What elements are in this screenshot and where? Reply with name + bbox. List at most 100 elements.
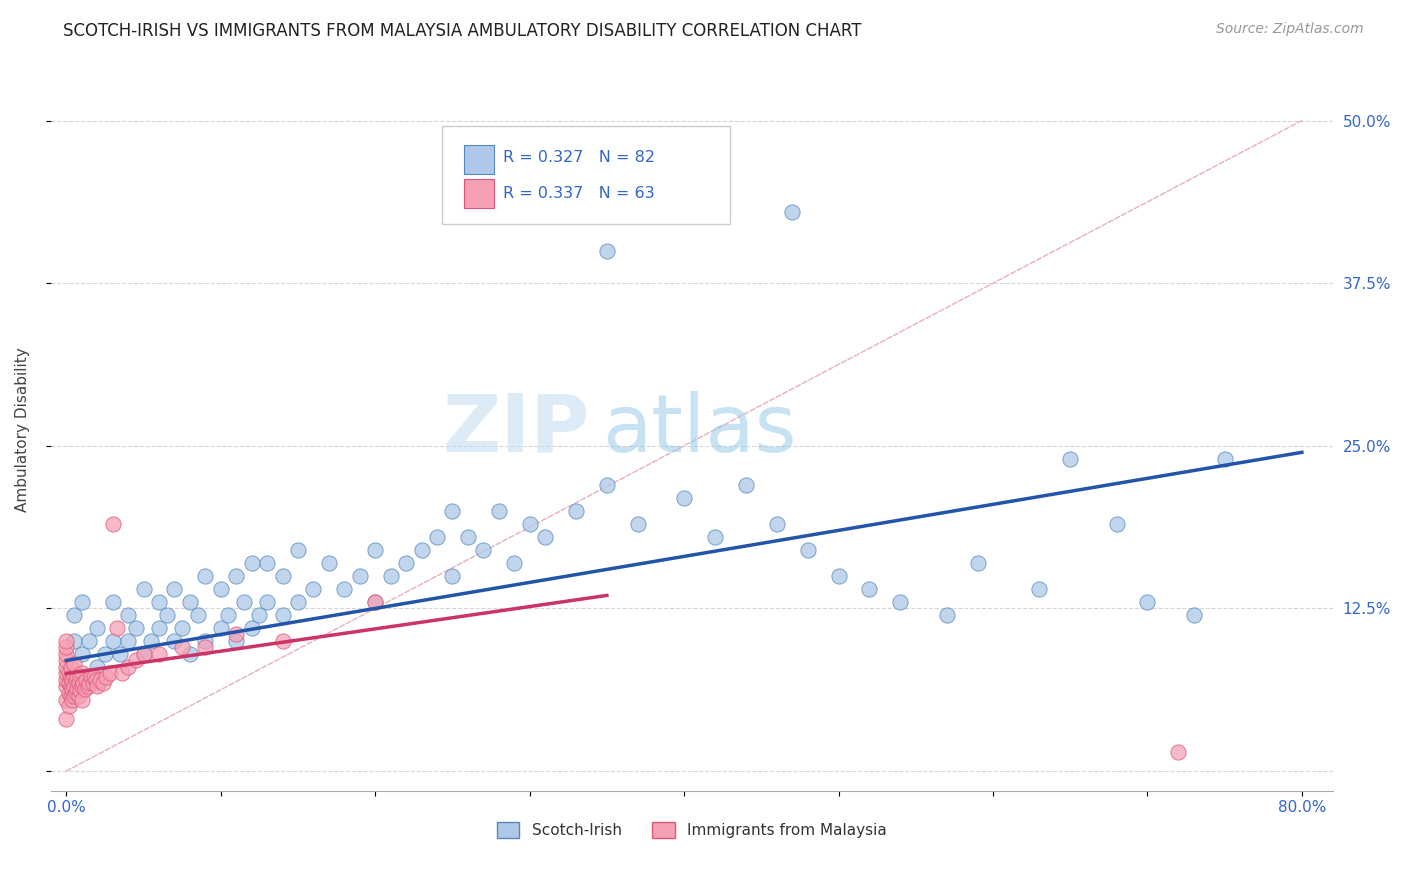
Point xyxy=(225,634,247,648)
Y-axis label: Ambulatory Disability: Ambulatory Disability xyxy=(15,347,30,512)
Point xyxy=(364,542,387,557)
Point xyxy=(67,675,90,690)
Point xyxy=(55,666,77,681)
Point xyxy=(62,692,84,706)
Point xyxy=(65,673,87,687)
Text: Source: ZipAtlas.com: Source: ZipAtlas.com xyxy=(1216,22,1364,37)
Point xyxy=(69,683,91,698)
Text: SCOTCH-IRISH VS IMMIGRANTS FROM MALAYSIA AMBULATORY DISABILITY CORRELATION CHART: SCOTCH-IRISH VS IMMIGRANTS FROM MALAYSIA… xyxy=(63,22,862,40)
Point xyxy=(70,647,93,661)
Point xyxy=(256,556,278,570)
Point xyxy=(72,675,94,690)
Point xyxy=(827,569,849,583)
Point xyxy=(62,673,84,687)
Point xyxy=(110,647,132,661)
Point xyxy=(63,689,86,703)
Point xyxy=(247,607,270,622)
Text: R = 0.337   N = 63: R = 0.337 N = 63 xyxy=(503,186,655,201)
Point xyxy=(86,680,108,694)
Point xyxy=(1182,607,1205,622)
Point xyxy=(172,640,194,655)
Point xyxy=(58,675,80,690)
Point xyxy=(217,607,239,622)
Point xyxy=(364,595,387,609)
Point xyxy=(58,686,80,700)
FancyBboxPatch shape xyxy=(464,145,495,174)
Point xyxy=(101,516,124,531)
Point xyxy=(148,621,170,635)
Point xyxy=(179,647,201,661)
Point xyxy=(673,491,696,505)
Point xyxy=(58,666,80,681)
Point xyxy=(80,670,103,684)
Point xyxy=(1028,582,1050,596)
Point xyxy=(333,582,356,596)
Point xyxy=(596,244,619,258)
Point xyxy=(70,680,93,694)
Point xyxy=(89,673,111,687)
Point xyxy=(240,621,263,635)
Point xyxy=(565,504,588,518)
Point xyxy=(132,582,155,596)
Point xyxy=(627,516,650,531)
Point xyxy=(55,692,77,706)
Point xyxy=(780,204,803,219)
Point xyxy=(55,634,77,648)
Point xyxy=(225,627,247,641)
Point xyxy=(1105,516,1128,531)
Point xyxy=(209,582,232,596)
Point xyxy=(380,569,402,583)
Point xyxy=(63,657,86,672)
Point xyxy=(86,660,108,674)
Point xyxy=(318,556,340,570)
Text: R = 0.327   N = 82: R = 0.327 N = 82 xyxy=(503,150,655,165)
Point xyxy=(1136,595,1159,609)
Point xyxy=(69,669,91,683)
Point xyxy=(105,621,128,635)
Point xyxy=(63,669,86,683)
Point xyxy=(125,653,148,667)
Point xyxy=(79,634,101,648)
Point xyxy=(66,682,89,697)
Point xyxy=(1059,451,1081,466)
Point xyxy=(82,675,104,690)
Point xyxy=(55,712,77,726)
Point xyxy=(163,634,186,648)
Point xyxy=(117,660,139,674)
Point xyxy=(765,516,787,531)
Point xyxy=(194,569,217,583)
Point xyxy=(93,675,115,690)
Text: atlas: atlas xyxy=(602,391,796,468)
Point xyxy=(156,607,179,622)
Point xyxy=(132,647,155,661)
Point xyxy=(63,680,86,694)
Text: ZIP: ZIP xyxy=(441,391,589,468)
Point xyxy=(287,595,309,609)
Point xyxy=(858,582,880,596)
Point xyxy=(101,595,124,609)
Point xyxy=(411,542,433,557)
Point xyxy=(55,660,77,674)
Point xyxy=(141,634,163,648)
Point xyxy=(426,530,449,544)
Point xyxy=(125,621,148,635)
Point xyxy=(94,647,117,661)
Point xyxy=(117,607,139,622)
Point xyxy=(302,582,325,596)
Point xyxy=(65,686,87,700)
Point xyxy=(58,698,80,713)
FancyBboxPatch shape xyxy=(464,179,495,208)
Point xyxy=(187,607,209,622)
Point xyxy=(148,595,170,609)
Point xyxy=(86,621,108,635)
Point xyxy=(194,640,217,655)
Point xyxy=(704,530,727,544)
Point xyxy=(59,670,82,684)
Point xyxy=(225,569,247,583)
Point xyxy=(232,595,254,609)
Point xyxy=(62,682,84,697)
Point xyxy=(240,556,263,570)
Point xyxy=(83,670,105,684)
Point xyxy=(73,682,96,697)
FancyBboxPatch shape xyxy=(441,127,730,224)
